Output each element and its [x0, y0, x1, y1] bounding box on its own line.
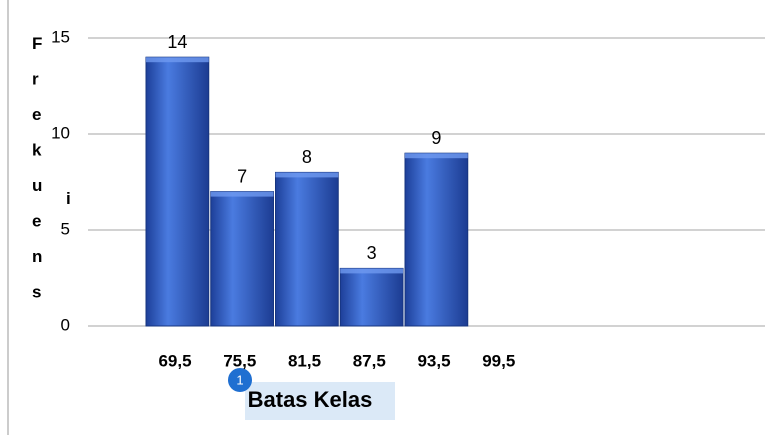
x-tick-label: 87,5	[353, 351, 386, 370]
data-label: 14	[167, 32, 187, 52]
bar	[275, 171, 339, 327]
y-tick-label: 10	[51, 123, 70, 142]
x-tick-label: 99,5	[482, 351, 515, 370]
x-tick-label: 93,5	[417, 351, 450, 370]
bar-top	[275, 172, 339, 178]
y-tick-label: 5	[61, 219, 70, 238]
bar	[210, 191, 274, 327]
bar	[145, 56, 210, 327]
annotation-badge	[228, 368, 252, 392]
y-tick-label: 15	[51, 27, 70, 46]
data-label: 8	[302, 147, 312, 167]
x-tick-label: 69,5	[158, 351, 191, 370]
x-tick-label: 81,5	[288, 351, 321, 370]
annotation-badge-text: 1	[236, 372, 243, 387]
x-tick-label: 75,5	[223, 351, 256, 370]
data-label: 3	[367, 243, 377, 263]
y-tick-label: 0	[61, 315, 70, 334]
bar-top	[340, 268, 403, 274]
bar-top	[210, 191, 274, 197]
data-label: 7	[237, 166, 247, 186]
bar-top	[405, 153, 468, 159]
bar-top	[146, 57, 209, 63]
label-highlight	[245, 382, 395, 420]
data-label: 9	[431, 128, 441, 148]
bar	[404, 152, 469, 327]
x-axis-title: Batas Kelas	[248, 387, 373, 412]
bar	[339, 267, 404, 327]
